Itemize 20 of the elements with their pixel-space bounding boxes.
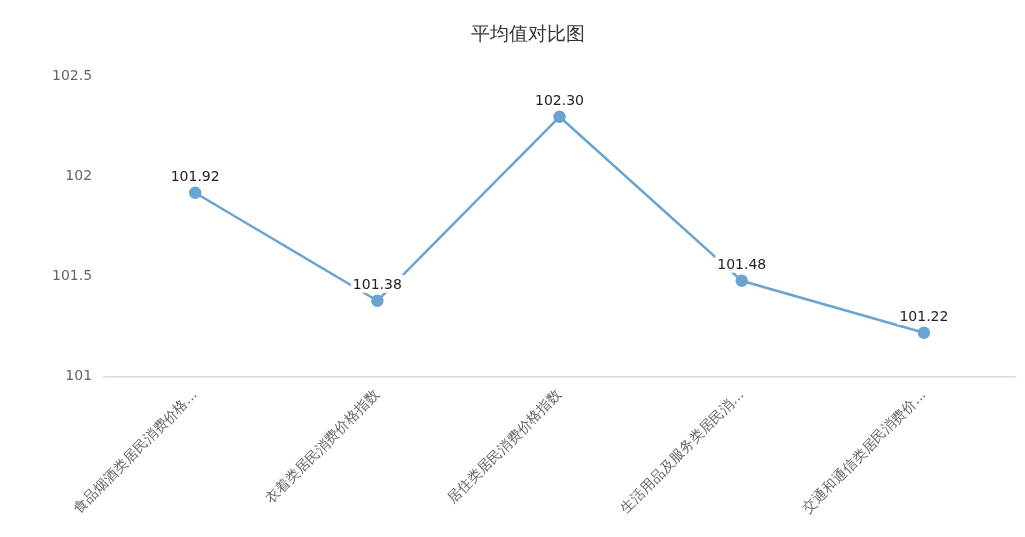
y-tick-label: 102 <box>65 167 93 184</box>
x-tick-label: 食品烟酒类居民消费价格... <box>70 386 200 516</box>
data-label: 101.22 <box>899 308 949 325</box>
data-label: 101.38 <box>352 276 402 293</box>
x-tick-label: 衣着类居民消费价格指数 <box>261 386 383 507</box>
y-tick-label: 102.5 <box>51 67 93 84</box>
x-tick-label: 居住类居民消费价格指数 <box>444 386 565 507</box>
data-label: 102.30 <box>535 92 585 109</box>
data-label: 101.92 <box>170 168 220 185</box>
data-label: 101.48 <box>717 256 767 273</box>
point <box>917 326 931 340</box>
x-tick-label: 交通和通信类居民消费价... <box>798 386 929 516</box>
x-tick-label: 生活用品及服务类居民消... <box>616 386 747 516</box>
point <box>735 274 748 288</box>
point <box>371 294 384 308</box>
chart-title: 平均值对比图 <box>470 22 585 45</box>
y-tick-label: 101 <box>65 367 93 384</box>
point <box>188 186 202 200</box>
point <box>553 110 566 124</box>
y-tick-label: 101.5 <box>51 267 93 284</box>
